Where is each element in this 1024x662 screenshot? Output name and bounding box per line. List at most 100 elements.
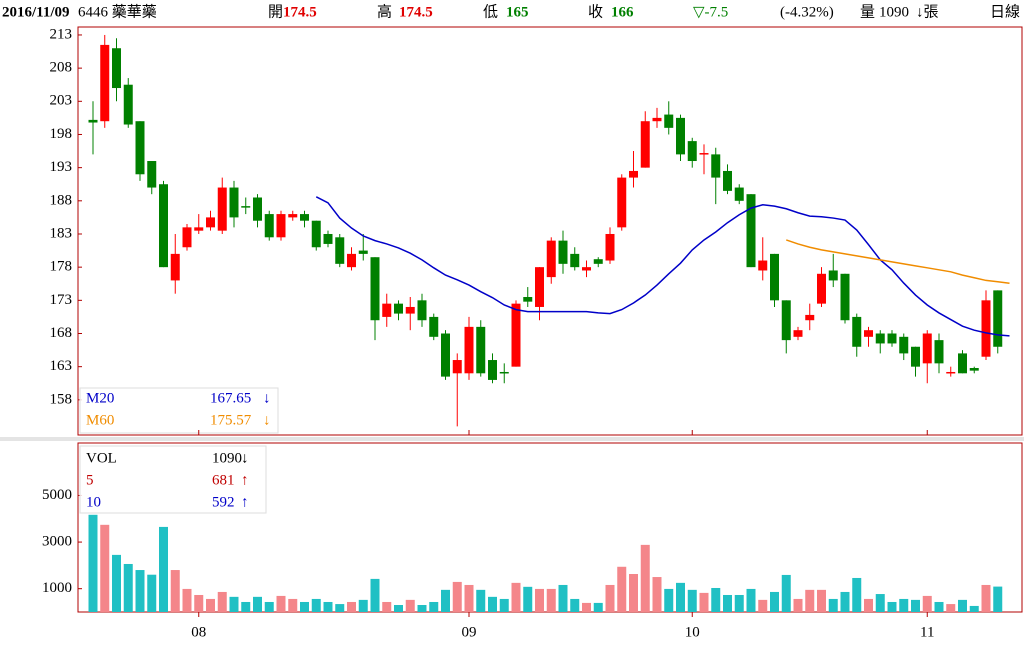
candle-body xyxy=(264,214,274,238)
candle-body xyxy=(347,253,356,268)
volume-bar xyxy=(100,524,110,612)
candle-body xyxy=(558,240,568,264)
candle-body xyxy=(922,333,932,364)
date: 2016/11/09 xyxy=(2,4,70,20)
volume-bar xyxy=(511,582,521,612)
y-tick-label: 188 xyxy=(50,192,73,208)
volume-bar xyxy=(793,598,803,612)
candle-body xyxy=(311,220,321,248)
volume-bar xyxy=(640,544,650,612)
candle-body xyxy=(323,233,333,244)
candle-body xyxy=(229,187,239,218)
volume: 1090 xyxy=(879,4,909,20)
candle-body xyxy=(840,273,850,321)
y-tick-label: 173 xyxy=(50,292,73,308)
change-pct: (-4.32%) xyxy=(780,4,834,20)
volume-bar xyxy=(969,605,979,612)
y-tick-label: 198 xyxy=(50,126,73,142)
volume-bar xyxy=(229,596,239,612)
legend-name: 5 xyxy=(86,472,94,488)
candle-body xyxy=(241,206,251,208)
volume-bar xyxy=(194,594,204,612)
volume-bar xyxy=(123,563,133,612)
volume-bar xyxy=(758,599,768,612)
candle-body xyxy=(523,297,533,302)
legend-arrow: ↑ xyxy=(241,472,249,488)
legend-box xyxy=(79,387,279,434)
volume-bar xyxy=(323,601,333,612)
candle-body xyxy=(770,253,779,301)
volume-bar xyxy=(864,598,873,612)
candle-body xyxy=(981,300,991,357)
candle-body xyxy=(123,84,133,125)
candle-body xyxy=(687,141,697,162)
candle-body xyxy=(382,303,392,317)
candle-body xyxy=(535,267,544,307)
y-tick-label: 158 xyxy=(50,391,73,407)
volume-bar xyxy=(664,588,674,612)
volume-bar xyxy=(958,599,967,612)
candle-body xyxy=(511,303,521,367)
volume-bar xyxy=(405,599,415,612)
candle-body xyxy=(276,214,286,238)
candle-body xyxy=(112,48,121,89)
legend-value: 592 xyxy=(212,494,235,510)
candle-body xyxy=(934,340,944,364)
high-label: 高 xyxy=(377,3,392,20)
candle-body xyxy=(593,259,603,264)
volume-bar xyxy=(429,601,439,612)
volume-unit: ↓張 xyxy=(916,4,939,20)
candle-body xyxy=(699,153,709,155)
candle-body xyxy=(793,330,803,337)
candle-body xyxy=(394,303,403,314)
volume-bar xyxy=(711,587,721,612)
price-panel xyxy=(77,26,1023,436)
candle-body xyxy=(781,300,791,341)
close: 166 xyxy=(611,4,634,20)
volume-bar xyxy=(899,598,909,612)
volume-bar xyxy=(417,605,427,612)
volume-bar xyxy=(499,598,509,612)
y-tick-label: 168 xyxy=(50,325,73,341)
candle-body xyxy=(734,187,744,201)
candle-body xyxy=(100,44,110,122)
candle-body xyxy=(817,273,826,304)
volume-bar xyxy=(746,588,756,612)
volume-bar xyxy=(135,570,145,612)
candle-body xyxy=(194,227,204,231)
candle-body xyxy=(640,121,650,168)
x-tick-label: 08 xyxy=(191,624,206,640)
volume-bar xyxy=(852,577,862,612)
candle-body xyxy=(852,316,862,347)
y-tick-label: 183 xyxy=(50,225,73,241)
ma-line xyxy=(315,196,1010,337)
candle-body xyxy=(958,353,967,374)
stock: 6446 藥華藥 xyxy=(78,3,157,20)
legend-name: VOL xyxy=(86,450,117,466)
volume-bar xyxy=(300,601,309,612)
volume-bar xyxy=(887,601,897,612)
volume-bar xyxy=(605,584,615,612)
candle-body xyxy=(652,117,662,122)
volume-bar xyxy=(946,604,956,612)
candle-body xyxy=(253,197,262,221)
candle-body xyxy=(911,346,920,367)
volume-bar xyxy=(922,595,932,612)
candle-body xyxy=(629,170,638,178)
legend-arrow: ↓ xyxy=(263,412,271,428)
candle-body xyxy=(135,121,145,175)
legend-arrow: ↓ xyxy=(263,390,271,406)
volume-bar xyxy=(911,599,920,612)
candle-body xyxy=(875,333,885,344)
volume-bar xyxy=(676,582,685,612)
volume-bar xyxy=(394,605,403,612)
candle-body xyxy=(159,184,168,268)
candle-body xyxy=(170,253,180,281)
candle-body xyxy=(464,326,474,374)
y-tick-label: 5000 xyxy=(42,487,72,503)
candle-body xyxy=(288,214,298,218)
candle-body xyxy=(300,214,309,221)
volume-bar xyxy=(734,594,744,612)
candle-body xyxy=(335,237,345,264)
